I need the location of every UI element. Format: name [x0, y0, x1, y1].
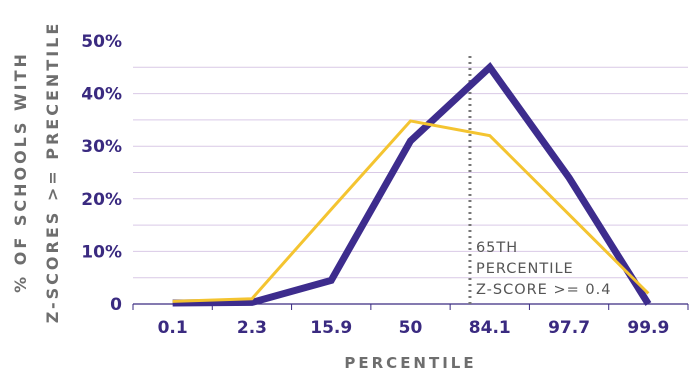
y-tick-label: 20%	[81, 190, 122, 210]
x-tick-label: 15.9	[310, 318, 352, 338]
x-tick-label: 97.7	[548, 318, 590, 338]
grid-lines	[132, 66, 689, 310]
annotation-line: 65TH	[476, 240, 518, 256]
x-tick-label: 0.1	[158, 318, 188, 338]
series-line-yellow	[172, 119, 650, 303]
y-axis-title: % OF SCHOOLS WITH Z-SCORES >= PRECENTILE	[11, 21, 62, 324]
x-tick-label: 2.3	[237, 318, 267, 338]
y-tick-label: 10%	[81, 242, 122, 262]
x-axis-title: PERCENTILE	[344, 354, 476, 372]
x-tick-label: 50	[399, 318, 423, 338]
series-lines	[172, 62, 652, 307]
y-axis-title-line: Z-SCORES >= PRECENTILE	[43, 21, 62, 324]
x-axis-ticks: 0.1 2.3 15.9 50 84.1 97.7 99.9	[158, 318, 670, 338]
y-tick-label: 30%	[81, 137, 122, 157]
annotation-line: PERCENTILE	[476, 261, 574, 277]
y-axis-title-line: % OF SCHOOLS WITH	[11, 51, 30, 293]
x-tick-label: 99.9	[627, 318, 669, 338]
series-line-purple	[172, 62, 652, 307]
y-tick-label: 50%	[81, 32, 122, 52]
y-axis-ticks: 0 10% 20% 30% 40% 50%	[81, 32, 122, 315]
annotation: 65TH PERCENTILE Z-SCORE >= 0.4	[476, 240, 611, 298]
x-tick-label: 84.1	[469, 318, 511, 338]
y-tick-label: 40%	[81, 85, 122, 105]
annotation-line: Z-SCORE >= 0.4	[476, 282, 611, 298]
y-tick-label: 0	[110, 295, 122, 315]
